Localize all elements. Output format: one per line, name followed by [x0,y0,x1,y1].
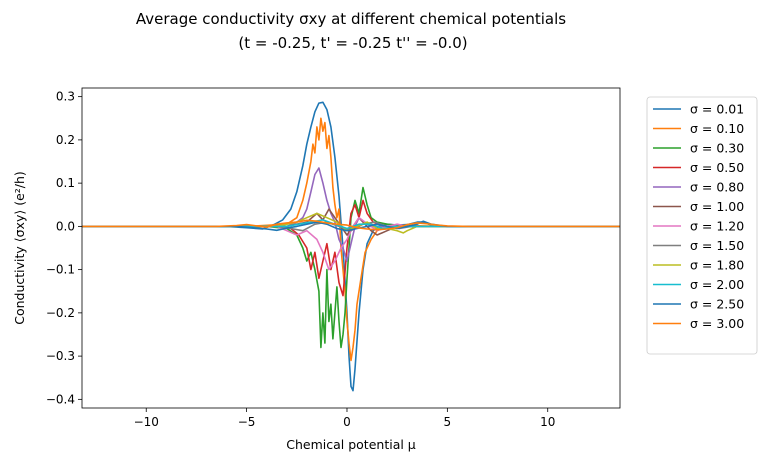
series-line-9 [82,219,620,230]
x-tick-label: −10 [134,415,159,429]
legend-label: σ = 0.01 [690,102,744,117]
legend-label: σ = 0.50 [690,160,744,175]
legend-label: σ = 2.00 [690,277,744,292]
plot-frame [81,87,621,409]
y-tick-label: 0.0 [56,219,75,233]
x-tick-label: 10 [540,415,555,429]
x-axis-ticks: −10 −5 0 5 10 [134,408,555,429]
y-tick-label: −0.2 [46,306,75,320]
y-axis-ticks: −0.4 −0.3 −0.2 −0.1 0.0 0.1 0.2 0.3 [46,90,82,406]
legend-label: σ = 1.00 [690,199,744,214]
legend-label: σ = 1.20 [690,219,744,234]
y-tick-label: 0.2 [56,133,75,147]
legend-label: σ = 3.00 [690,316,744,331]
legend-frame [646,96,758,355]
y-tick-label: −0.3 [46,349,75,363]
legend-label: σ = 0.80 [690,180,744,195]
y-tick-label: −0.4 [46,392,75,406]
legend-label: σ = 2.50 [690,297,744,312]
legend: σ = 0.01 σ = 0.10 σ = 0.30 σ = 0.50 σ = 0.80… [646,96,758,355]
series-line-11 [82,219,620,231]
legend-label: σ = 0.10 [690,121,744,136]
y-tick-label: 0.1 [56,176,75,190]
y-tick-label: −0.1 [46,263,75,277]
series-line-6 [82,216,620,271]
legend-label: σ = 1.80 [690,258,744,273]
chart-subtitle: (t = -0.25, t' = -0.25 t'' = -0.0) [238,34,467,52]
legend-label: σ = 1.50 [690,238,744,253]
series-lines [82,101,620,392]
chart-title: Average conductivity σxy at different ch… [136,10,566,28]
series-line-1 [82,117,620,362]
series-line-2 [82,186,620,349]
x-tick-label: 0 [343,415,351,429]
x-axis-label: Chemical potential μ [286,437,416,452]
x-tick-label: −5 [238,415,256,429]
y-tick-label: 0.3 [56,90,75,104]
y-axis-label: Conductivity ⟨σxy⟩ (e²/h) [12,171,27,325]
legend-label: σ = 0.30 [690,141,744,156]
x-tick-label: 5 [444,415,452,429]
